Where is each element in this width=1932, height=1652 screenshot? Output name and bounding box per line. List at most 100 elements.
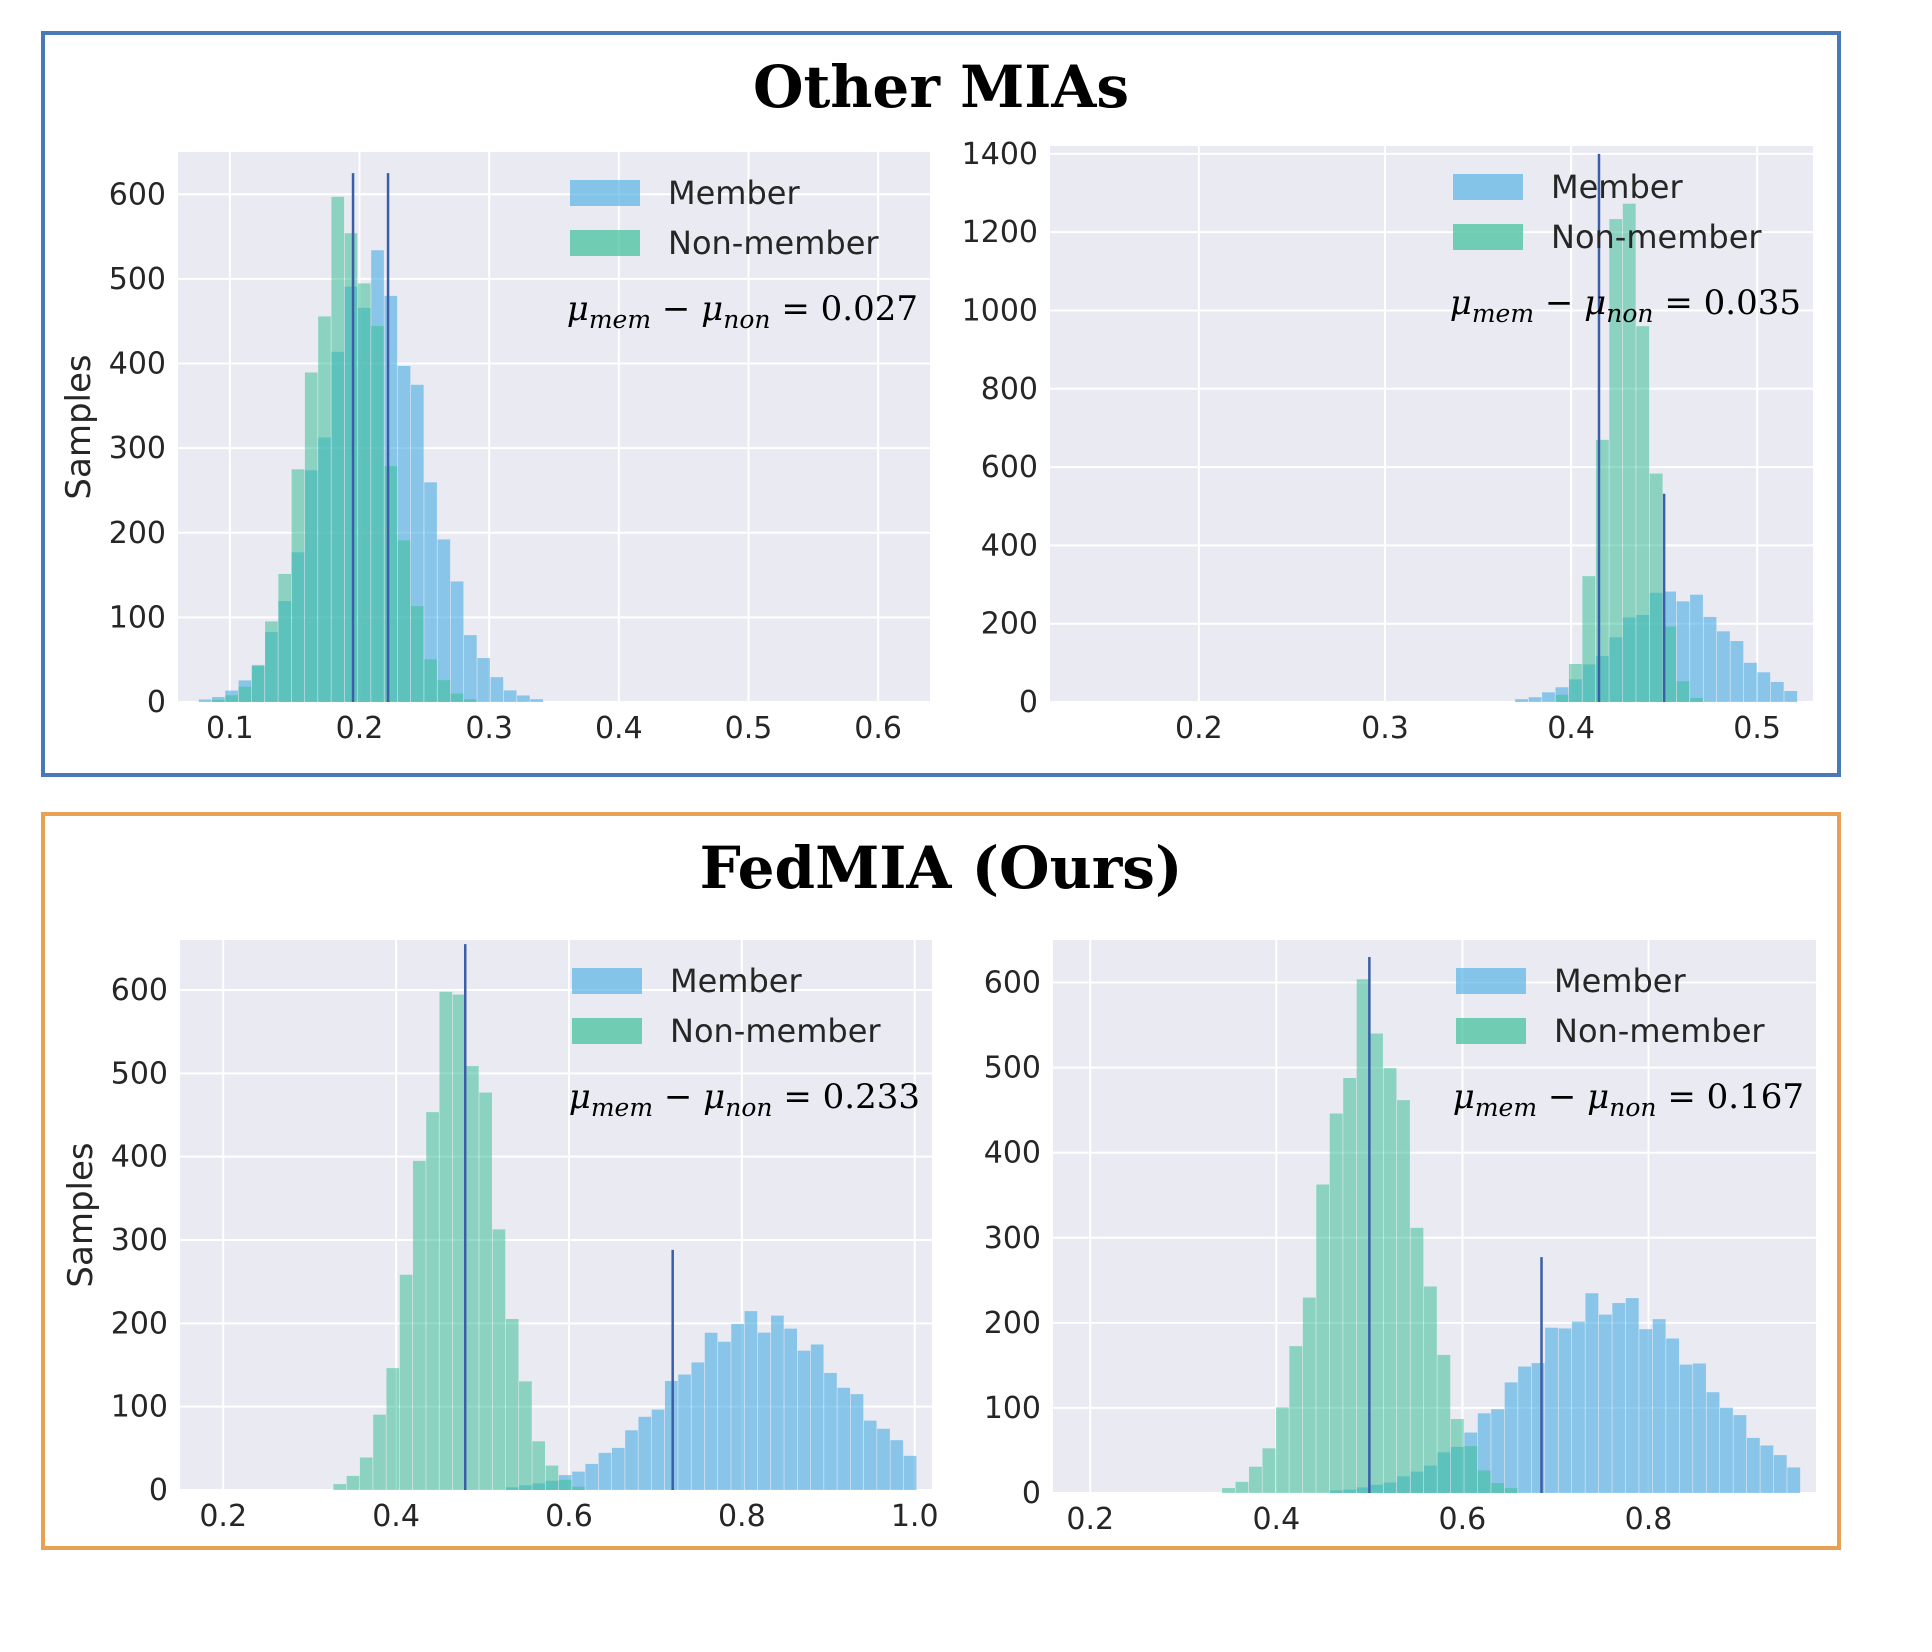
x-tick-label: 0.4 [595,711,643,746]
histogram-bar [1676,601,1690,702]
histogram-bar [265,621,278,702]
y-tick-label: 400 [111,1140,168,1175]
histogram-bar [373,1414,386,1490]
y-tick-label: 1000 [962,293,1038,328]
y-tick-label: 200 [111,1306,168,1341]
histogram-bar [598,1452,612,1490]
histogram-bar [1518,1366,1532,1493]
y-tick-label: 400 [109,347,166,382]
histogram-bar [903,1455,917,1490]
y-tick-label: 200 [109,516,166,551]
histogram-bar [450,693,464,702]
y-tick-label: 600 [984,966,1041,1001]
legend-label: Non-member [670,1012,881,1050]
y-tick-label: 100 [984,1391,1041,1426]
histogram-bar [1356,979,1370,1493]
histogram-bar [718,1341,731,1490]
y-tick-label: 0 [1019,685,1038,720]
histogram-bar [1370,1033,1383,1493]
histogram-bar [638,1416,652,1490]
section-title: FedMIA (Ours) [699,834,1183,902]
histogram-bar [1450,1419,1464,1493]
histogram-bar [1558,1328,1572,1493]
histogram-bar [1504,1382,1518,1493]
histogram-bar [1235,1481,1249,1493]
histogram-bar [863,1420,877,1490]
histogram-bar [1757,672,1771,702]
x-tick-label: 0.6 [854,711,902,746]
histogram-bar [1733,1415,1747,1493]
histogram-bar [1515,699,1529,702]
histogram-bar [1743,662,1757,702]
histogram-bar [212,699,225,702]
histogram-bar [517,695,530,702]
mean-difference-annotation: μmem − μnon = 0.035 [1450,283,1801,328]
histogram-bar [1397,1100,1410,1493]
histogram-bar [492,1229,506,1490]
mean-difference-annotation: μmem − μnon = 0.027 [567,289,918,334]
x-tick-label: 0.2 [199,1499,247,1534]
histogram-bar [464,699,477,702]
histogram-bar [1609,219,1623,702]
histogram-bar [890,1440,904,1490]
histogram-bar [530,699,544,702]
histogram-bar [424,659,437,702]
histogram-bar [359,1457,373,1490]
y-tick-label: 500 [109,262,166,297]
histogram-bar [572,1486,585,1490]
histogram-bar [611,1447,625,1490]
histogram-bar [397,540,411,702]
histogram-bar [464,635,477,702]
histogram-bar [386,1368,400,1490]
histogram-bar [1612,1303,1626,1493]
series-non-member [1555,203,1703,702]
x-tick-label: 0.1 [206,711,254,746]
histogram-bar [371,325,384,702]
histogram-bar [1275,1407,1289,1493]
histogram-bar [1249,1466,1262,1493]
y-tick-label: 1400 [962,137,1038,172]
histogram-bar [545,1465,559,1490]
x-tick-label: 0.5 [725,711,773,746]
histogram-bar [1491,1482,1505,1493]
legend-swatch [1453,224,1523,250]
x-tick-label: 0.8 [718,1499,766,1534]
series-non-member [212,196,477,703]
histogram-bar [1262,1448,1276,1493]
histogram-bar [1329,1113,1343,1493]
histogram-bar [357,283,371,702]
histogram-bar [344,233,358,702]
y-tick-label: 500 [984,1051,1041,1086]
y-tick-label: 400 [984,1136,1041,1171]
histogram-bar [1639,1329,1653,1493]
y-tick-label: 300 [109,431,166,466]
x-tick-label: 1.0 [891,1499,939,1534]
y-axis-label: Samples [61,1142,101,1287]
histogram-bar [384,466,398,702]
histogram-bar [479,1092,492,1490]
histogram-bar [757,1332,771,1490]
series-member [505,1311,917,1490]
histogram-bar [439,991,453,1490]
histogram-bar [410,606,424,702]
x-tick-label: 0.6 [1439,1502,1487,1537]
histogram-bar [333,1484,347,1490]
histogram-bar [1770,681,1784,702]
histogram-bar [1787,1467,1801,1493]
y-tick-label: 0 [147,685,166,720]
histogram-bar [1582,576,1596,702]
y-tick-label: 1200 [962,215,1038,250]
legend-label: Non-member [668,224,879,262]
histogram-bar [678,1374,691,1490]
histogram-bar [426,1112,439,1490]
histogram-bar [1690,594,1703,702]
histogram-bar [331,196,345,703]
histogram-bar [532,1441,546,1490]
histogram-bar [1289,1346,1303,1493]
y-tick-label: 200 [984,1306,1041,1341]
histogram-bar [251,664,265,702]
histogram-bar [304,372,318,702]
histogram-bar [1649,473,1663,702]
histogram-bar [490,677,504,702]
